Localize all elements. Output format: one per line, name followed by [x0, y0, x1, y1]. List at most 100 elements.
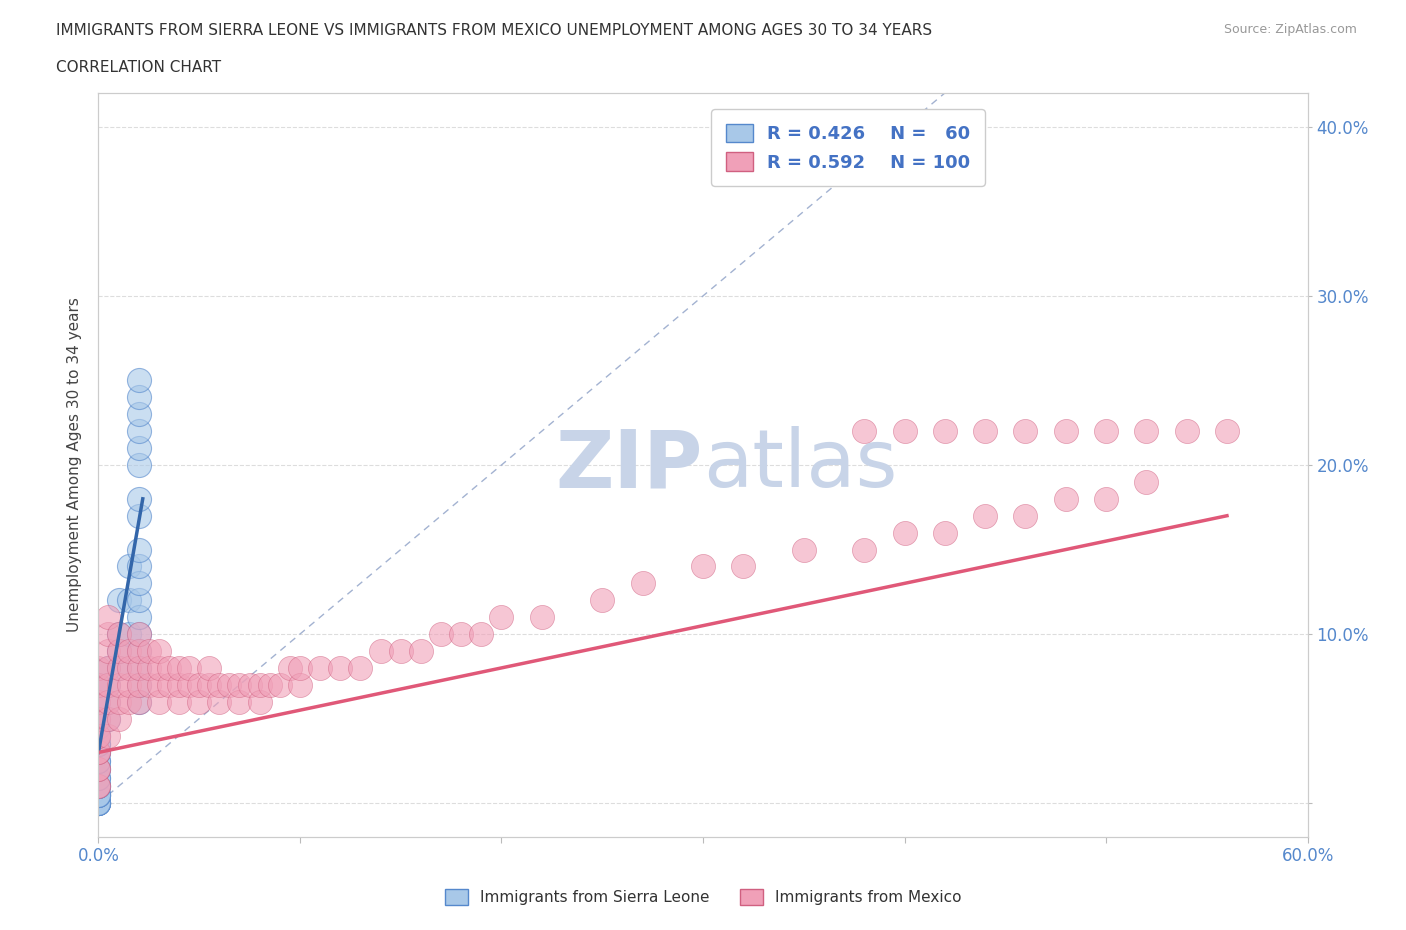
Point: [1095, 424, 1118, 439]
Text: atlas: atlas: [703, 426, 897, 504]
Point: [87, 778, 110, 793]
Point: [87, 745, 110, 760]
Point: [138, 660, 160, 675]
Point: [259, 677, 281, 692]
Point: [1014, 424, 1036, 439]
Point: [87, 711, 110, 726]
Point: [87, 762, 110, 777]
Point: [97, 711, 120, 726]
Point: [118, 660, 141, 675]
Point: [128, 491, 150, 506]
Point: [87, 762, 110, 777]
Point: [87, 778, 110, 793]
Point: [128, 406, 150, 421]
Text: CORRELATION CHART: CORRELATION CHART: [56, 60, 221, 75]
Point: [450, 627, 472, 642]
Point: [128, 644, 150, 658]
Point: [309, 660, 332, 675]
Point: [148, 677, 170, 692]
Point: [128, 610, 150, 625]
Point: [228, 677, 250, 692]
Point: [87, 762, 110, 777]
Point: [87, 778, 110, 793]
Point: [107, 711, 129, 726]
Point: [87, 796, 110, 811]
Point: [1054, 491, 1077, 506]
Point: [87, 796, 110, 811]
Point: [167, 660, 190, 675]
Point: [107, 644, 129, 658]
Point: [87, 737, 110, 751]
Point: [530, 610, 553, 625]
Point: [87, 745, 110, 760]
Point: [118, 677, 141, 692]
Point: [97, 660, 120, 675]
Point: [269, 677, 291, 692]
Point: [893, 525, 915, 540]
Point: [97, 695, 120, 710]
Point: [87, 745, 110, 760]
Point: [389, 644, 412, 658]
Point: [128, 677, 150, 692]
Point: [208, 677, 231, 692]
Point: [1014, 509, 1036, 524]
Point: [148, 644, 170, 658]
Point: [188, 695, 211, 710]
Point: [87, 796, 110, 811]
Point: [853, 542, 876, 557]
Point: [974, 509, 997, 524]
Point: [118, 627, 141, 642]
Point: [733, 559, 755, 574]
Point: [87, 728, 110, 743]
Point: [128, 677, 150, 692]
Point: [87, 728, 110, 743]
Point: [97, 711, 120, 726]
Point: [87, 770, 110, 785]
Point: [87, 677, 110, 692]
Point: [128, 627, 150, 642]
Point: [1095, 491, 1118, 506]
Point: [1216, 424, 1239, 439]
Text: ZIP: ZIP: [555, 426, 703, 504]
Point: [853, 424, 876, 439]
Point: [157, 677, 180, 692]
Point: [87, 796, 110, 811]
Point: [167, 677, 190, 692]
Point: [97, 610, 120, 625]
Point: [288, 677, 311, 692]
Point: [138, 677, 160, 692]
Point: [118, 559, 141, 574]
Point: [97, 728, 120, 743]
Point: [148, 660, 170, 675]
Point: [1135, 474, 1157, 489]
Point: [107, 677, 129, 692]
Point: [278, 660, 301, 675]
Point: [97, 660, 120, 675]
Point: [128, 576, 150, 591]
Point: [87, 660, 110, 675]
Point: [107, 644, 129, 658]
Legend: Immigrants from Sierra Leone, Immigrants from Mexico: Immigrants from Sierra Leone, Immigrants…: [437, 882, 969, 913]
Point: [128, 660, 150, 675]
Text: Source: ZipAtlas.com: Source: ZipAtlas.com: [1223, 23, 1357, 36]
Point: [631, 576, 654, 591]
Point: [107, 592, 129, 607]
Point: [249, 695, 271, 710]
Point: [87, 788, 110, 803]
Point: [87, 720, 110, 735]
Point: [329, 660, 352, 675]
Point: [239, 677, 262, 692]
Point: [87, 796, 110, 811]
Point: [793, 542, 815, 557]
Point: [87, 728, 110, 743]
Point: [97, 695, 120, 710]
Point: [974, 424, 997, 439]
Point: [370, 644, 392, 658]
Point: [97, 627, 120, 642]
Point: [349, 660, 371, 675]
Point: [87, 711, 110, 726]
Point: [128, 695, 150, 710]
Point: [128, 695, 150, 710]
Point: [249, 677, 271, 692]
Point: [128, 509, 150, 524]
